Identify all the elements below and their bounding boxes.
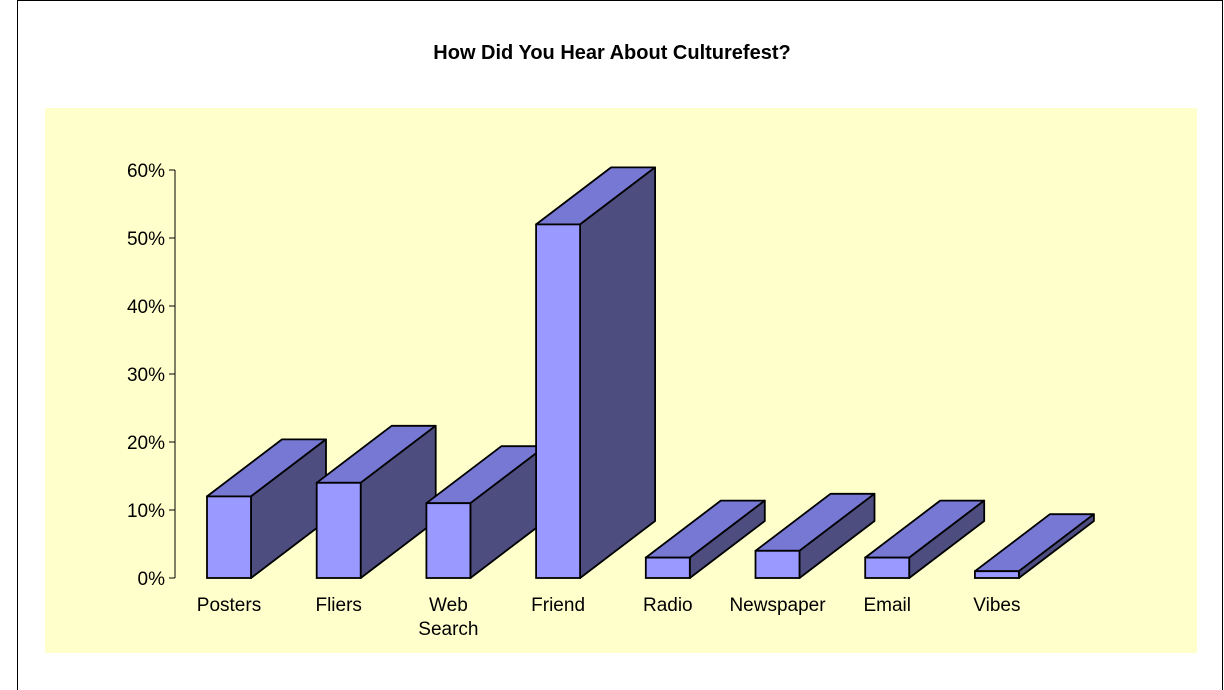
y-tick-label: 40%	[127, 297, 165, 318]
x-tick-label: Fliers	[315, 595, 361, 616]
x-tick-label: Posters	[197, 595, 261, 616]
bar-front-face	[974, 570, 1020, 579]
bar-front-face	[644, 556, 691, 579]
bar-front-face	[535, 223, 582, 579]
y-tick-label: 50%	[127, 229, 165, 250]
bar	[754, 492, 876, 579]
x-tick-label: Web Search	[418, 595, 478, 640]
x-axis-labels: Posters Fliers Web Search Friend Radio Newspap…	[197, 595, 1021, 640]
bar	[974, 513, 1095, 579]
x-tick-label: Email	[863, 595, 911, 616]
bar	[535, 166, 656, 579]
y-tick-label: 30%	[127, 365, 165, 386]
plot-area: 0% 10% 20% 30% 40% 50% 60% Posters Fliers Web Sea…	[45, 108, 1197, 653]
x-tick-label: Newspaper	[729, 595, 826, 616]
bar	[864, 499, 986, 579]
chart-title: How Did You Hear About Culturefest?	[433, 42, 791, 64]
bar-front-face	[425, 502, 472, 579]
bar-side-face	[579, 166, 656, 579]
bars	[206, 166, 1095, 579]
bar	[315, 424, 437, 579]
x-tick-label: Radio	[643, 595, 693, 616]
bar	[644, 499, 766, 579]
bar-front-face	[864, 556, 911, 579]
y-tick-label: 0%	[138, 569, 166, 590]
bar-front-face	[754, 549, 801, 579]
y-axis: 0% 10% 20% 30% 40% 50% 60%	[127, 161, 176, 590]
y-tick-label: 10%	[127, 501, 165, 522]
bar-front-face	[206, 495, 252, 579]
x-tick-label: Vibes	[973, 595, 1020, 616]
bar-front-face	[315, 481, 362, 579]
x-tick-label: Friend	[531, 595, 585, 616]
y-tick-label: 60%	[127, 161, 165, 182]
y-tick-label: 20%	[127, 433, 165, 454]
